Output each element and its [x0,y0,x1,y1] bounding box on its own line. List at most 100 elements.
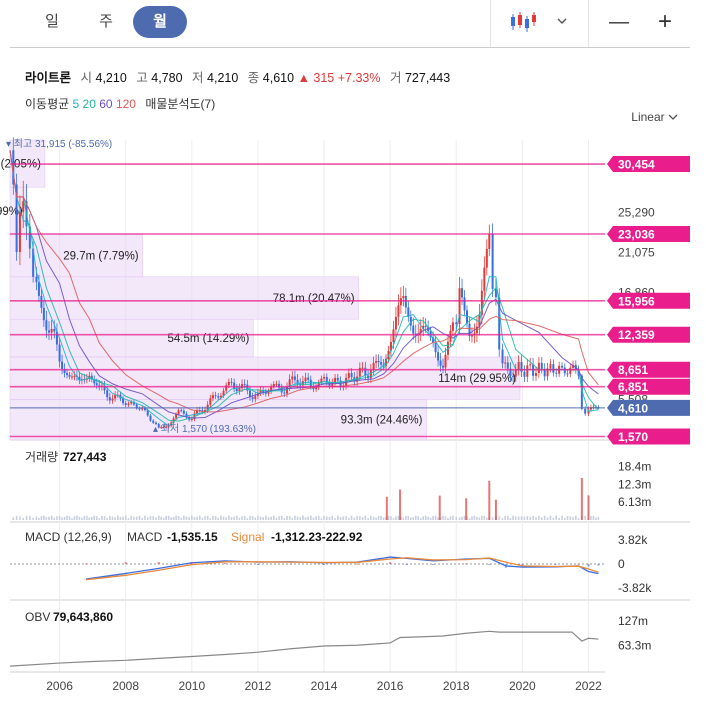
candle-body [248,390,251,398]
chart-type-button[interactable] [506,6,570,38]
candle-body [561,365,564,368]
ma-120: 120 [115,97,136,111]
candle-body [534,372,537,376]
x-tick-label: 2010 [178,679,205,693]
volume-bar [167,515,170,520]
candle-body [504,362,507,364]
candle-body [15,184,18,253]
volume-bar [95,516,98,520]
volume-bar [385,496,388,520]
volume-bar [101,515,103,520]
candle-body [444,354,447,368]
volume-bar [577,518,580,520]
volume-bar [504,516,506,520]
candle-body [320,378,323,383]
open-label: 시 [80,71,93,85]
candle-body [259,390,262,393]
candle-body [127,403,130,406]
candle-body [35,276,38,283]
volume-bar [367,518,369,520]
volume-bar [12,517,15,520]
candle-body [509,368,512,376]
x-tick-label: 2006 [46,679,73,693]
candle-body [149,415,152,421]
volume-bar [262,517,265,520]
volume-profile-label: 93.3m (24.46%) [341,415,423,427]
candle-body [152,420,155,423]
volume-bar [35,516,38,520]
zoom-in-button[interactable]: + [657,8,672,35]
volume-bar [414,515,417,520]
volume-bar [165,515,167,520]
candle-body [350,373,353,378]
high-value: 4,780 [151,71,183,85]
volume-bar [238,517,241,520]
candle-body [485,248,488,268]
candle-body [506,362,509,369]
tab-daily[interactable]: 일 [45,13,59,30]
candle-body [529,364,532,366]
volume-bar [552,517,555,520]
candle-body [18,211,21,253]
candle-body [407,307,410,318]
candle-body [70,376,73,378]
candle-body [58,344,61,362]
candle-body [230,381,233,383]
candle-body [280,387,283,393]
volume-bar [380,515,382,520]
tab-monthly[interactable]: 월 [133,6,187,38]
macd-histogram-bar [323,564,326,565]
volume-bar [146,517,149,520]
volume-bar [429,517,432,520]
zoom-out-button[interactable]: — [609,11,629,33]
volume-value: 727,443 [63,450,107,464]
volume-bar [196,516,198,520]
scale-select[interactable]: Linear [631,110,678,124]
candle-body [264,392,267,394]
candle-body [323,377,326,379]
volume-bar [43,515,45,520]
volume-bar [257,515,259,520]
price-level-label: 30,454 [618,158,655,172]
volume-bar [91,516,93,520]
volume-bar [395,516,397,520]
candle-body [124,403,127,406]
macd-histogram-bar [157,562,160,564]
chevron-down-icon [557,18,567,24]
volume-bar [555,515,558,520]
macd-histogram-bar [432,564,435,565]
volume-bar [71,518,73,520]
candle-body [272,384,275,387]
volume-bar [320,518,323,520]
volume-bar [455,516,458,520]
candle-body [402,296,405,299]
tab-weekly[interactable]: 주 [99,13,113,30]
volume-bar [116,515,119,520]
candle-body [455,322,458,325]
close-label: 종 [247,71,260,85]
volume-bar [66,515,68,520]
candle-body [372,362,375,371]
volume-bar [580,477,583,520]
candle-body [267,391,270,394]
candle-body [175,414,178,419]
volume-bar [535,517,537,520]
volume-bar [193,517,196,520]
volume-profile-label: 78.1m (20.47%) [273,293,355,305]
volume-bar [157,515,160,520]
volume-bar [317,515,320,520]
candle-body [526,365,529,377]
volume-bar [93,515,96,520]
candle-body [68,374,71,377]
candle-body [227,381,230,386]
volume-bar [291,517,294,520]
y-tick-label: 12.3m [618,477,651,491]
volume-bar [249,515,251,520]
volume-bar [434,515,437,520]
y-tick-label: 21,075 [618,246,655,260]
indicator-legend[interactable]: 이동평균 5 20 60 120 매물분석도(7) [25,95,215,112]
candle-body [325,377,328,383]
volume-bar [438,495,441,520]
volume-bar [183,515,185,520]
